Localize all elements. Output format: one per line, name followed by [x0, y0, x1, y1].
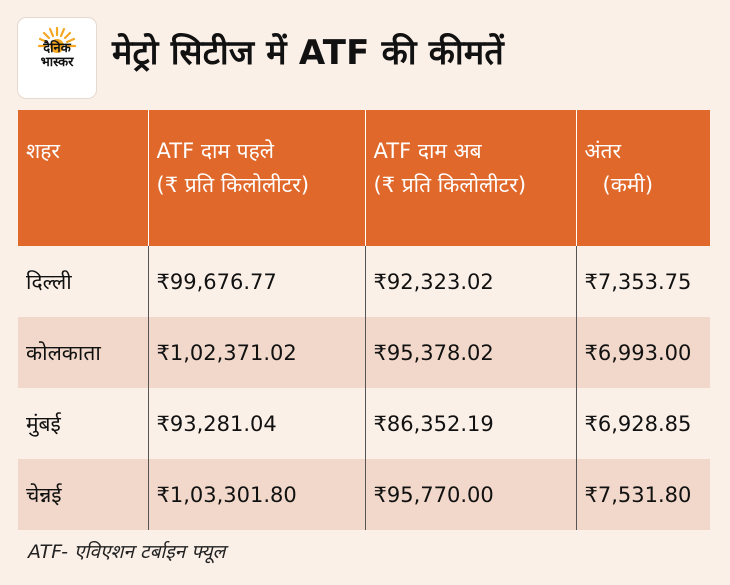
logo-word-bhaskar: भास्कर [40, 55, 74, 70]
cell-city: मुंबई [18, 388, 149, 459]
cell-price-now: ₹95,770.00 [365, 459, 577, 530]
cell-price-now: ₹95,378.02 [365, 317, 577, 388]
logo-word-dainik: दैनिक [43, 41, 71, 56]
cell-city: चेन्नई [18, 459, 149, 530]
header-unit: (₹ प्रति किलोलीटर) [156, 173, 310, 197]
cell-price-before: ₹93,281.04 [148, 388, 366, 459]
cell-difference: ₹6,993.00 [576, 317, 710, 388]
cell-difference: ₹7,353.75 [576, 246, 710, 317]
cell-price-before: ₹99,676.77 [148, 246, 366, 317]
table-row: चेन्नई ₹1,03,301.80 ₹95,770.00 ₹7,531.80 [18, 459, 710, 530]
table-row: मुंबई ₹93,281.04 ₹86,352.19 ₹6,928.85 [18, 388, 710, 459]
table-row: दिल्ली ₹99,676.77 ₹92,323.02 ₹7,353.75 [18, 246, 710, 317]
atf-price-table: शहर ATF दाम पहले (₹ प्रति किलोलीटर) ATF … [18, 110, 710, 530]
table-row: कोलकाता ₹1,02,371.02 ₹95,378.02 ₹6,993.0… [18, 317, 710, 388]
header-difference: अंतर (कमी) [576, 110, 710, 246]
header-city: शहर [18, 110, 149, 246]
footnote: ATF- एविएशन टर्बाइन फ्यूल [28, 541, 226, 563]
cell-difference: ₹7,531.80 [576, 459, 710, 530]
header-label: ATF दाम अब [373, 139, 482, 163]
cell-difference: ₹6,928.85 [576, 388, 710, 459]
header-unit: (₹ प्रति किलोलीटर) [373, 173, 527, 197]
table-header-row: शहर ATF दाम पहले (₹ प्रति किलोलीटर) ATF … [18, 110, 710, 246]
cell-price-now: ₹92,323.02 [365, 246, 577, 317]
cell-price-now: ₹86,352.19 [365, 388, 577, 459]
header-unit: (कमी) [602, 173, 654, 197]
header-label: ATF दाम पहले [156, 139, 274, 163]
cell-city: दिल्ली [18, 246, 149, 317]
header-price-before: ATF दाम पहले (₹ प्रति किलोलीटर) [148, 110, 366, 246]
header-label: अंतर [584, 139, 622, 163]
sun-icon [37, 26, 77, 53]
cell-price-before: ₹1,02,371.02 [148, 317, 366, 388]
header-price-now: ATF दाम अब (₹ प्रति किलोलीटर) [365, 110, 577, 246]
page-title: मेट्रो सिटीज में ATF की कीमतें [112, 33, 504, 73]
dainik-bhaskar-logo: दैनिक भास्कर [18, 18, 96, 98]
cell-price-before: ₹1,03,301.80 [148, 459, 366, 530]
header-label: शहर [26, 139, 61, 163]
cell-city: कोलकाता [18, 317, 149, 388]
